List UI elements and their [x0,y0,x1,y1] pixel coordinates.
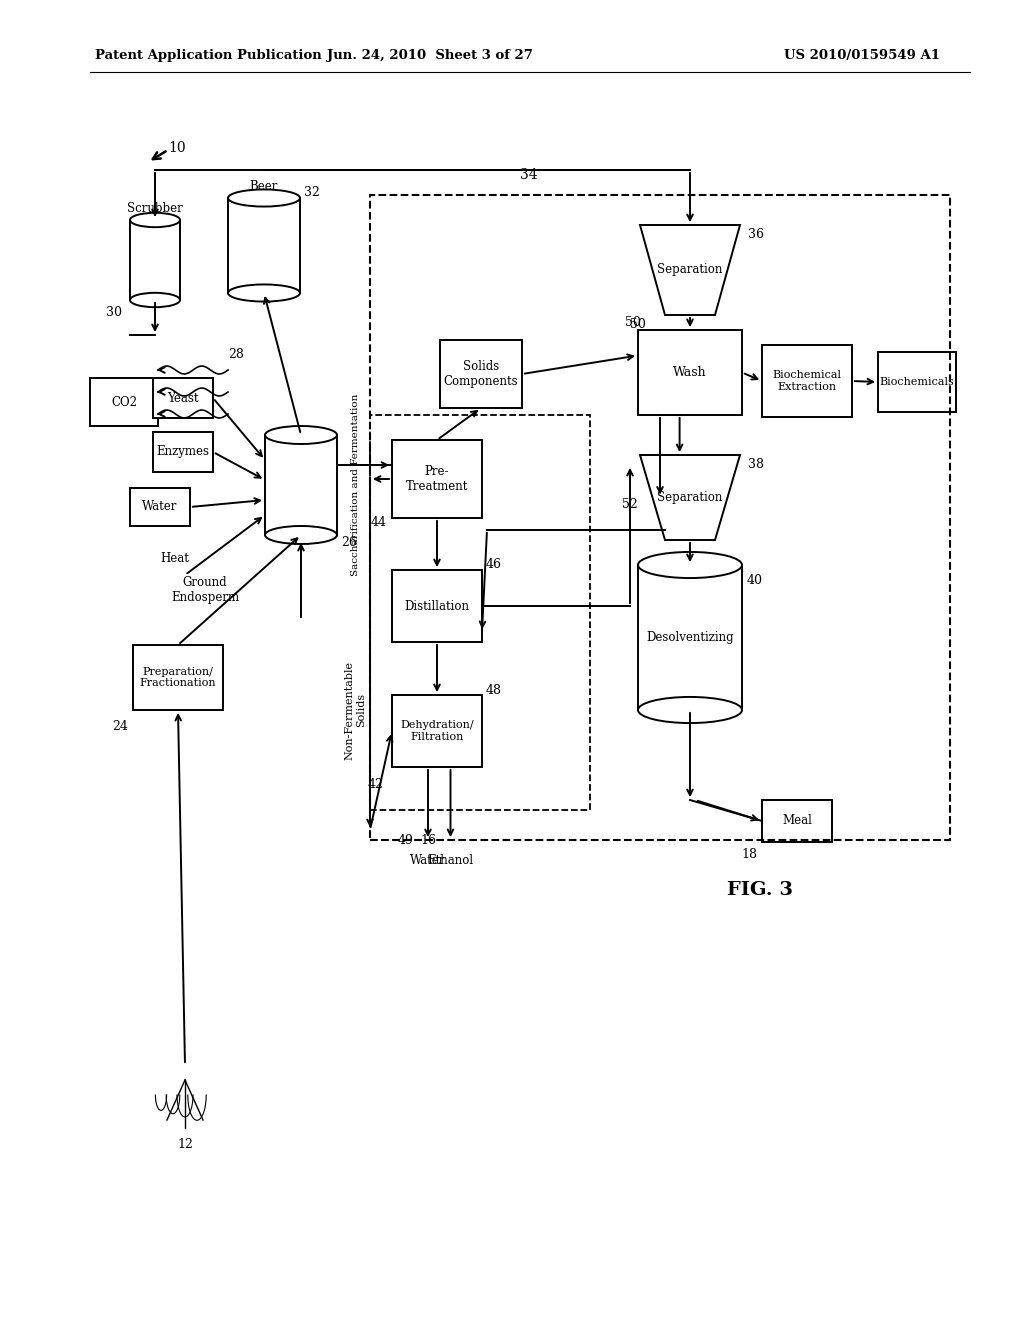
Text: Distillation: Distillation [404,599,469,612]
Text: Beer: Beer [250,180,279,193]
FancyBboxPatch shape [762,345,852,417]
Text: 50: 50 [625,317,641,330]
Text: Jun. 24, 2010  Sheet 3 of 27: Jun. 24, 2010 Sheet 3 of 27 [327,49,532,62]
Text: 42: 42 [368,779,384,792]
Text: 40: 40 [746,573,763,586]
Text: Yeast: Yeast [167,392,199,404]
Ellipse shape [638,552,742,578]
Text: 34: 34 [520,168,538,182]
Text: 50: 50 [630,318,646,331]
Text: 49: 49 [398,833,414,846]
Text: Wash: Wash [673,366,707,379]
Text: 48: 48 [486,684,502,697]
Ellipse shape [265,525,337,544]
Text: Water: Water [142,500,178,513]
Text: Separation: Separation [657,491,723,504]
Text: Desolventizing: Desolventizing [646,631,734,644]
Ellipse shape [130,293,180,308]
Text: Patent Application Publication: Patent Application Publication [95,49,322,62]
FancyBboxPatch shape [878,352,956,412]
Text: Scrubber: Scrubber [127,202,183,214]
Ellipse shape [130,213,180,227]
Text: Water: Water [411,854,445,866]
Polygon shape [640,455,740,540]
FancyBboxPatch shape [638,565,742,710]
Ellipse shape [265,426,337,444]
FancyBboxPatch shape [440,341,522,408]
FancyBboxPatch shape [153,378,213,418]
Text: Ethanol: Ethanol [427,854,473,866]
Text: 26: 26 [341,536,357,549]
Text: 18: 18 [741,847,757,861]
Text: Biochemical
Extraction: Biochemical Extraction [772,370,842,392]
Text: Enzymes: Enzymes [157,446,210,458]
Text: Ground
Endosperm: Ground Endosperm [171,576,239,605]
Text: 38: 38 [748,458,764,471]
Text: 10: 10 [168,141,185,154]
FancyBboxPatch shape [392,570,482,642]
Ellipse shape [228,284,300,301]
Text: Separation: Separation [657,264,723,276]
Text: Meal: Meal [782,814,812,828]
Text: Solids
Components: Solids Components [443,360,518,388]
Text: 52: 52 [622,499,638,511]
Text: 30: 30 [106,305,122,318]
FancyBboxPatch shape [265,436,337,535]
Text: 24: 24 [112,719,128,733]
FancyBboxPatch shape [133,645,223,710]
Text: Preparation/
Fractionation: Preparation/ Fractionation [139,667,216,688]
Text: 32: 32 [304,186,319,199]
FancyBboxPatch shape [153,432,213,473]
Text: Heat: Heat [161,552,189,565]
Text: Biochemicals: Biochemicals [880,378,954,387]
Ellipse shape [638,697,742,723]
Text: 44: 44 [371,516,387,529]
Text: 36: 36 [748,228,764,242]
FancyBboxPatch shape [130,220,180,300]
Text: Dehydration/
Filtration: Dehydration/ Filtration [400,721,474,742]
Text: Non-Fermentable
Solids: Non-Fermentable Solids [344,660,366,759]
Text: Pre-
Treatment: Pre- Treatment [406,465,468,492]
Text: CO2: CO2 [111,396,137,408]
Ellipse shape [228,190,300,206]
Text: FIG. 3: FIG. 3 [727,880,793,899]
Text: 16: 16 [421,833,436,846]
FancyBboxPatch shape [90,378,158,426]
Polygon shape [640,224,740,315]
Text: Saccharification and Fermentation: Saccharification and Fermentation [350,393,359,577]
Text: 46: 46 [486,558,502,572]
Text: US 2010/0159549 A1: US 2010/0159549 A1 [784,49,940,62]
Text: 12: 12 [177,1138,193,1151]
FancyBboxPatch shape [228,198,300,293]
FancyBboxPatch shape [638,330,742,414]
FancyBboxPatch shape [762,800,831,842]
FancyBboxPatch shape [392,440,482,517]
FancyBboxPatch shape [130,488,190,525]
FancyBboxPatch shape [392,696,482,767]
Text: 28: 28 [228,348,244,362]
